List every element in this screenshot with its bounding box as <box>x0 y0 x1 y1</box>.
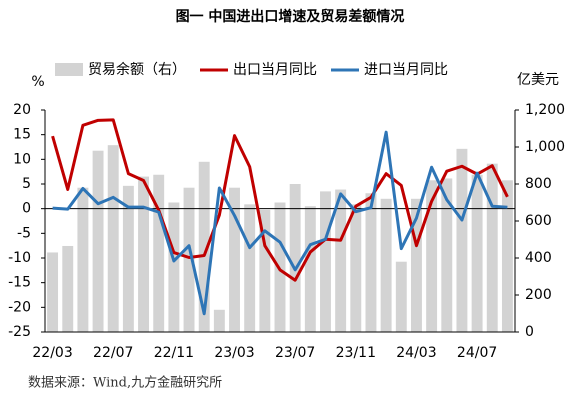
bar <box>77 187 89 332</box>
y-tick-label: 15 <box>13 127 31 143</box>
line <box>51 118 509 282</box>
y-tick-label: -15 <box>8 275 31 291</box>
x-tick-label: 23/07 <box>275 345 315 361</box>
bar <box>395 261 407 332</box>
bar <box>107 145 119 332</box>
bar <box>244 204 256 332</box>
bar <box>198 161 210 332</box>
bar <box>229 187 240 332</box>
x-tick-label: 23/03 <box>214 345 254 361</box>
bar <box>486 163 498 332</box>
y2-tick-label: 200 <box>525 287 552 303</box>
x-tick-label: 22/07 <box>93 345 133 361</box>
x-tick-label: 22/03 <box>32 345 72 361</box>
x-tick-label: 24/03 <box>396 345 436 361</box>
x-tick-label: 23/11 <box>336 345 376 361</box>
y2-tick-label: 0 <box>525 324 534 340</box>
bar <box>456 148 468 332</box>
y-tick-label: 20 <box>13 102 31 118</box>
y-tick-label: -20 <box>8 299 31 315</box>
legend-label: 进口当月同比 <box>364 62 448 78</box>
bar <box>289 184 301 332</box>
chart-title: 图一 中国进出口增速及贸易差额情况 <box>176 8 405 25</box>
source: 数据来源：Wind,九方金融研究所 <box>28 375 222 391</box>
y2-tick-label: 800 <box>525 176 552 192</box>
bar <box>501 180 513 332</box>
bar <box>365 193 377 332</box>
bar <box>153 174 165 332</box>
bar <box>47 252 59 332</box>
y-tick-label: -25 <box>8 324 31 340</box>
y2-tick-label: 1,200 <box>525 102 565 118</box>
y-tick-label: 10 <box>13 151 31 167</box>
y-axis-label: % <box>31 74 44 90</box>
bar <box>92 150 104 332</box>
bar <box>471 174 483 332</box>
x-tick-label: 24/07 <box>457 345 497 361</box>
bar <box>380 198 392 332</box>
bar <box>304 206 316 332</box>
x-tick-label: 22/11 <box>154 345 194 361</box>
bar <box>62 245 74 332</box>
bar <box>138 176 150 332</box>
y-tick-label: -5 <box>17 225 31 241</box>
y2-tick-label: 400 <box>525 250 552 266</box>
bar <box>410 198 422 332</box>
legend-label: 贸易余额（右） <box>88 61 186 78</box>
y2-axis-label: 亿美元 <box>517 72 559 88</box>
bar <box>350 204 362 332</box>
y2-tick-label: 1,000 <box>525 139 565 155</box>
bar <box>320 191 331 332</box>
legend-label: 出口当月同比 <box>233 62 317 78</box>
bar <box>259 209 271 332</box>
bar <box>183 187 195 332</box>
y-tick-label: -10 <box>8 250 31 266</box>
y-tick-label: 5 <box>22 176 31 192</box>
bar <box>441 178 453 332</box>
line <box>52 130 508 316</box>
bar <box>213 309 225 332</box>
bar <box>122 185 134 332</box>
y2-tick-label: 600 <box>525 213 552 229</box>
bar <box>168 202 180 332</box>
bar <box>335 189 347 332</box>
legend-swatch <box>55 63 83 76</box>
y-tick-label: 0 <box>22 201 31 217</box>
bar <box>426 180 438 332</box>
